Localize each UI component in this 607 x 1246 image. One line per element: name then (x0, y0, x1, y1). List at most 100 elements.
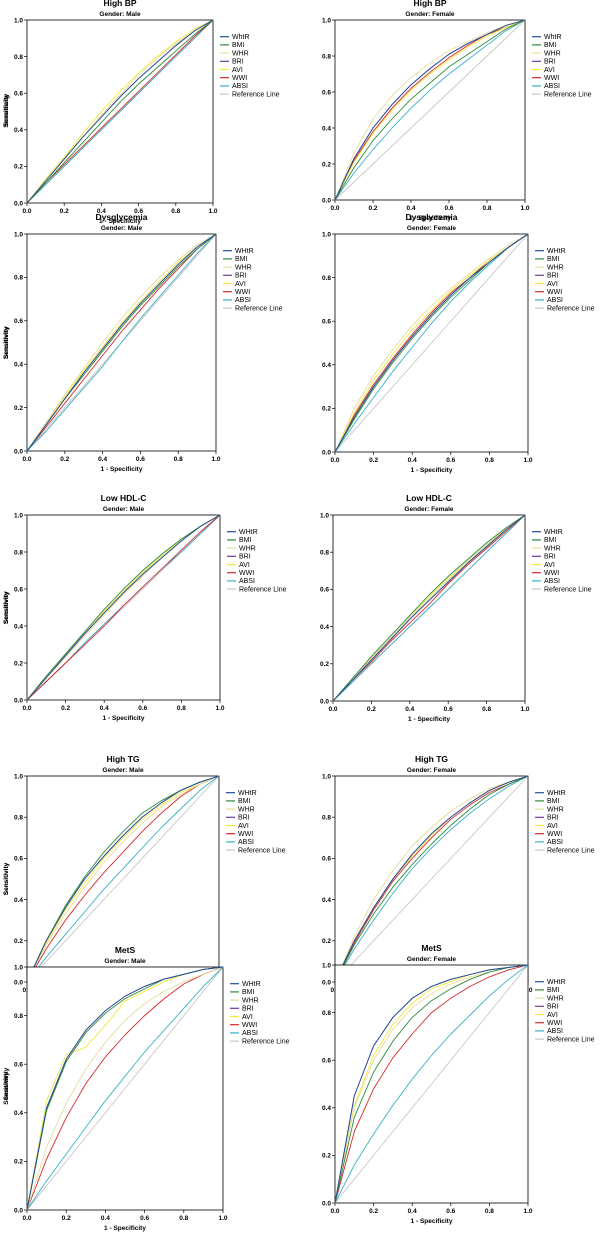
legend-label-bmi: BMI (547, 987, 560, 994)
y-tick-label: 0.0 (320, 698, 329, 705)
series-line-avi (26, 233, 217, 452)
legend-label-bmi: BMI (232, 42, 245, 49)
legend-label-wwi: WWI (238, 831, 253, 838)
y-tick-label: 0.8 (322, 1010, 331, 1017)
x-axis-label: 1 - Specificity (411, 467, 453, 474)
series-line-absi (334, 964, 529, 1204)
legend-label-bmi: BMI (544, 42, 557, 49)
x-tick-label: 0.6 (446, 1208, 455, 1215)
series-line-whtr (334, 964, 529, 1204)
x-tick-label: 0.6 (444, 205, 453, 212)
x-tick-label: 1.0 (211, 456, 220, 463)
chart-title: High TG (415, 754, 448, 764)
series-line-whr (334, 19, 526, 201)
legend-label-avi: AVI (235, 281, 246, 288)
legend-label-reference-line: Reference Line (544, 91, 592, 98)
y-axis-label: Sensitivity (3, 326, 10, 359)
chart-title: MetS (421, 943, 442, 953)
legend-label-reference-line: Reference Line (239, 586, 287, 593)
y-tick-label: 0.4 (14, 897, 23, 904)
x-tick-label: 1.0 (520, 205, 529, 212)
y-tick-label: 1.0 (14, 17, 23, 24)
x-tick-label: 0.0 (22, 705, 31, 712)
series-line-reference-line (334, 19, 526, 201)
y-tick-label: 0.2 (14, 164, 23, 171)
x-tick-label: 1.0 (215, 705, 224, 712)
y-tick-label: 1.0 (14, 231, 23, 238)
y-tick-label: 0.8 (14, 275, 23, 282)
chart-panel-5: Low HDL-C Gender: Male 0.00.0 0.2 0.2 0.4 0.4 0… (3, 493, 287, 722)
legend-label-absi: ABSI (242, 1030, 258, 1037)
legend-label-wwi: WWI (239, 570, 254, 577)
chart-title: Dysglycemia (96, 212, 148, 222)
legend-label-reference-line: Reference Line (544, 586, 592, 593)
series-line-bmi (334, 964, 529, 1204)
legend-label-avi: AVI (547, 823, 558, 830)
x-axis-label: 1 - Specificity (411, 1218, 453, 1225)
x-tick-label: 1.0 (523, 1208, 532, 1215)
legend-label-wwi: WWI (547, 831, 562, 838)
y-tick-label: 1.0 (322, 17, 331, 24)
x-tick-label: 0.4 (406, 205, 415, 212)
x-tick-label: 0.0 (328, 706, 337, 713)
series-line-whtr (334, 775, 529, 983)
x-tick-label: 0.2 (369, 1208, 378, 1215)
series-line-reference-line (26, 966, 224, 1211)
x-tick-label: 0.0 (330, 1208, 339, 1215)
legend-label-avi: AVI (238, 823, 249, 830)
series-line-wwi (26, 966, 224, 1211)
x-tick-label: 0.8 (174, 456, 183, 463)
y-tick-label: 1.0 (322, 773, 331, 780)
x-axis-label: 1 - Specificity (409, 215, 451, 222)
x-tick-label: 0.0 (22, 456, 31, 463)
y-axis-label: Sensitivity (3, 1067, 10, 1100)
legend-label-reference-line: Reference Line (547, 1036, 595, 1043)
x-tick-label: 0.8 (179, 1215, 188, 1222)
x-tick-label: 0.4 (101, 1215, 110, 1222)
x-tick-label: 0.4 (100, 705, 109, 712)
chart-subtitle: Gender: Female (407, 956, 457, 963)
y-tick-label: 0.0 (322, 449, 331, 456)
series-line-whtr (332, 514, 526, 702)
legend-label-avi: AVI (239, 562, 250, 569)
x-tick-label: 0.8 (485, 1208, 494, 1215)
legend-label-absi: ABSI (232, 83, 248, 90)
x-tick-label: 0.0 (22, 208, 31, 215)
legend-label-reference-line: Reference Line (242, 1038, 290, 1045)
y-tick-label: 0.8 (14, 1013, 23, 1020)
legend-label-avi: AVI (547, 281, 558, 288)
series-line-absi (26, 966, 224, 1211)
chart-subtitle: Gender: Male (104, 958, 146, 965)
legend-label-absi: ABSI (238, 839, 254, 846)
series-line-reference-line (334, 775, 529, 983)
chart-subtitle: Gender: Female (407, 225, 457, 232)
y-tick-label: 0.8 (14, 54, 23, 61)
series-line-whtr (26, 775, 220, 983)
x-axis-label: 1 - Specificity (101, 466, 143, 473)
legend-label-bri: BRI (238, 815, 250, 822)
y-tick-label: 0.8 (14, 549, 23, 556)
legend-label-whr: WHR (235, 264, 252, 271)
series-line-whr (26, 775, 220, 983)
series-line-whr (334, 233, 529, 453)
y-tick-label: 0.0 (14, 1207, 23, 1214)
series-line-reference-line (334, 964, 529, 1204)
chart-subtitle: Gender: Male (99, 11, 141, 18)
legend-label-wwi: WWI (242, 1022, 257, 1029)
y-tick-label: 0.4 (322, 125, 331, 132)
x-tick-label: 0.8 (485, 457, 494, 464)
series-line-whtr (334, 19, 526, 201)
y-tick-label: 0.6 (14, 318, 23, 325)
y-tick-label: 0.8 (322, 275, 331, 282)
legend-label-absi: ABSI (547, 1028, 563, 1035)
legend-label-whtr: WHtR (547, 248, 566, 255)
y-tick-label: 1.0 (320, 512, 329, 519)
legend-label-bmi: BMI (544, 537, 557, 544)
legend-label-whr: WHR (547, 995, 564, 1002)
legend-label-wwi: WWI (544, 75, 559, 82)
y-tick-label: 1.0 (322, 962, 331, 969)
chart-panel-3: Dysglycemia Gender: Male 0.00.0 0.2 0.2 0.4 0.… (3, 212, 283, 473)
